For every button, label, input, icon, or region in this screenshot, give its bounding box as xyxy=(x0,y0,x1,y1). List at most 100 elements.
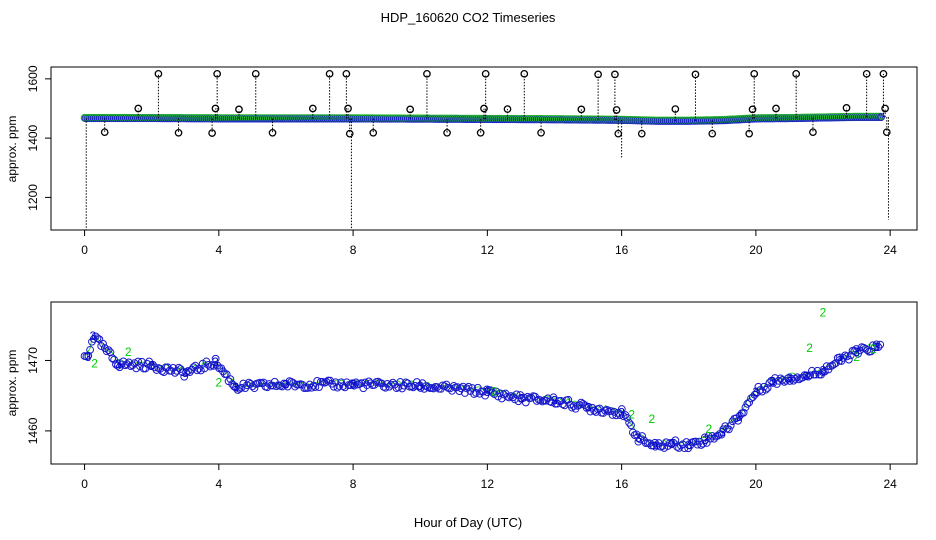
data-point xyxy=(798,373,807,382)
data-point xyxy=(627,421,635,430)
data-point xyxy=(542,396,550,405)
marker-label-3: 3 xyxy=(232,380,239,394)
data-point xyxy=(787,374,796,383)
green-trace-segment xyxy=(844,355,848,358)
data-point xyxy=(536,396,545,405)
data-point xyxy=(357,379,366,388)
data-point xyxy=(470,390,478,398)
top-y-axis-label: approx. ppm xyxy=(5,116,19,183)
marker-label-3: 3 xyxy=(551,394,558,408)
outlier-point xyxy=(154,69,163,78)
data-point xyxy=(617,405,626,413)
data-point xyxy=(464,382,473,391)
data-point xyxy=(492,387,501,396)
marker-label-2: 2 xyxy=(125,345,132,359)
data-point xyxy=(289,378,298,387)
data-point xyxy=(185,368,194,377)
data-point xyxy=(259,378,268,387)
data-point xyxy=(645,439,654,448)
data-point xyxy=(697,441,706,449)
marker-label-3: 3 xyxy=(350,377,357,391)
outlier-point xyxy=(691,70,700,79)
outlier-point xyxy=(748,105,757,114)
x-tick-label: 8 xyxy=(350,243,357,257)
data-point xyxy=(239,379,248,388)
data-point xyxy=(839,353,848,362)
outlier-point xyxy=(879,69,888,78)
data-point xyxy=(632,430,641,439)
x-tick-label: 24 xyxy=(883,243,897,257)
y-tick-label: 1600 xyxy=(26,65,40,92)
data-point xyxy=(795,375,803,384)
outlier-point xyxy=(637,129,646,138)
data-point xyxy=(564,395,573,404)
data-point xyxy=(457,384,466,393)
green-trace-segment xyxy=(551,397,555,399)
marker-label-3: 3 xyxy=(283,377,290,391)
data-point xyxy=(532,397,541,405)
outlier-point xyxy=(772,104,780,113)
data-point xyxy=(93,334,102,343)
outlier-point xyxy=(344,104,352,113)
marker-label-3: 3 xyxy=(518,391,525,405)
data-point xyxy=(307,383,316,392)
data-point xyxy=(134,357,143,366)
data-point xyxy=(660,444,669,452)
outlier-point xyxy=(134,104,143,113)
green-trace-segment xyxy=(640,434,644,436)
data-point xyxy=(206,362,215,371)
x-tick-label: 8 xyxy=(350,477,357,491)
data-point xyxy=(184,367,192,375)
data-point xyxy=(99,339,107,348)
data-point xyxy=(204,361,213,369)
outlier-point xyxy=(614,129,623,138)
data-point xyxy=(505,393,514,402)
data-point xyxy=(651,438,659,447)
data-point xyxy=(315,383,323,391)
top-plot-frame xyxy=(50,66,918,231)
outlier-point xyxy=(208,129,216,137)
data-point xyxy=(322,378,331,386)
data-point xyxy=(575,401,584,409)
green-trace-segment xyxy=(575,400,580,407)
x-tick-label: 20 xyxy=(749,243,763,257)
outlier-point xyxy=(213,69,222,78)
data-point xyxy=(352,378,360,387)
outlier-point xyxy=(594,70,602,79)
bottom-plot-frame xyxy=(50,301,918,465)
data-point xyxy=(835,353,844,362)
top-panel: 0 4 8 12 16 20 24 1200 1400 1600 approx. ppm xyxy=(5,65,918,257)
marker-label-2: 2 xyxy=(628,408,635,422)
x-tick-label: 20 xyxy=(749,477,763,491)
outlier-point xyxy=(881,104,889,113)
data-point xyxy=(852,345,861,353)
data-point xyxy=(769,379,778,387)
data-point xyxy=(226,375,235,384)
data-point xyxy=(449,381,458,390)
data-point xyxy=(335,382,344,390)
data-point xyxy=(193,366,202,375)
outlier-point xyxy=(882,128,891,137)
data-point xyxy=(724,425,733,434)
data-point xyxy=(333,383,342,392)
outlier-point xyxy=(211,104,220,113)
marker-label-2: 2 xyxy=(806,341,813,355)
data-point xyxy=(394,383,403,392)
y-tick-label: 1200 xyxy=(26,184,40,211)
green-trace-segment xyxy=(702,436,705,439)
data-point xyxy=(84,351,93,360)
data-point xyxy=(791,375,800,383)
data-point xyxy=(806,371,814,380)
data-point xyxy=(619,412,628,421)
green-trace-segment xyxy=(178,367,182,370)
green-trace-segment xyxy=(564,398,569,402)
marker-label-3: 3 xyxy=(417,379,424,393)
data-point xyxy=(180,372,189,381)
data-point xyxy=(283,382,292,391)
marker-label-2: 2 xyxy=(648,412,655,426)
marker-label-3: 3 xyxy=(212,355,219,369)
marker-label-2: 2 xyxy=(215,375,222,389)
outlier-point xyxy=(443,128,451,137)
